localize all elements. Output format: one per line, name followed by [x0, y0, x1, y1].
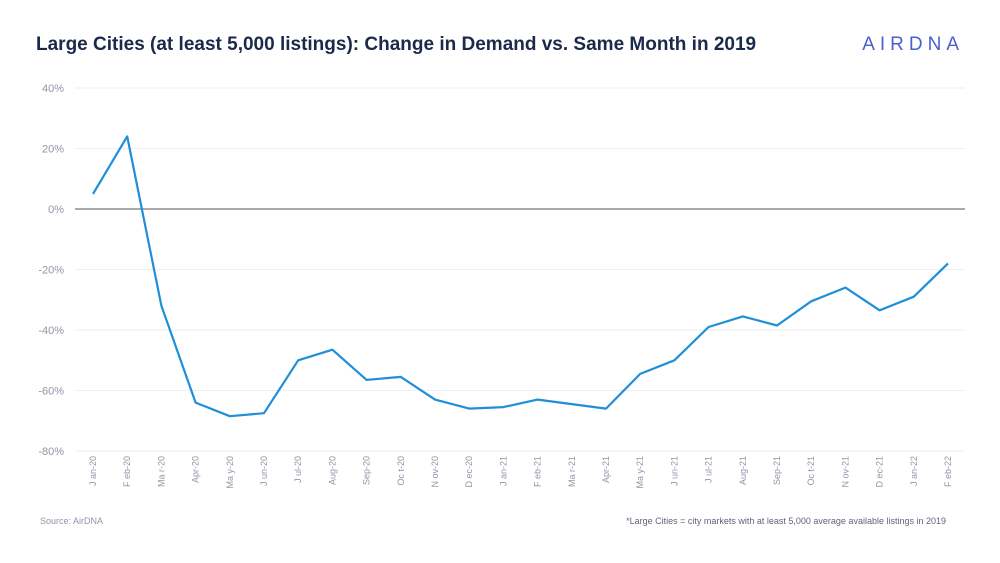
- chart-title: Large Cities (at least 5,000 listings): …: [36, 34, 757, 55]
- source-note: Source: AirDNA: [40, 516, 104, 526]
- x-tick-label: F eb-22: [943, 456, 953, 487]
- y-tick-label: -20%: [38, 265, 64, 277]
- y-tick-label: 20%: [42, 144, 64, 156]
- x-tick-label: D ec-21: [875, 456, 885, 488]
- x-tick-label: J an-21: [498, 456, 508, 486]
- x-tick-label: J ul-21: [704, 456, 714, 483]
- x-tick-label: D ec-20: [464, 456, 474, 488]
- gridlines: [75, 87, 965, 452]
- x-tick-label: Sep-21: [772, 456, 782, 485]
- x-axis-ticks: J an-20 F eb-20 Ma r-20 Apr-20 Ma y-20 J un-2…: [88, 456, 953, 489]
- x-tick-label: Ma y-20: [225, 456, 235, 489]
- series-line: [92, 135, 949, 418]
- y-tick-label: -80%: [38, 446, 64, 458]
- x-tick-label: J un-20: [259, 456, 269, 486]
- footnote: *Large Cities = city markets with at lea…: [626, 516, 946, 526]
- x-tick-label: F eb-21: [533, 456, 543, 487]
- y-axis-ticks: 40% 20% 0% -20% -40% -60% -80%: [38, 83, 64, 458]
- airdna-logo: AIRDNA: [862, 34, 964, 55]
- x-tick-label: J an-20: [88, 456, 98, 486]
- x-tick-label: Sep-20: [362, 456, 372, 485]
- x-tick-label: J an-22: [909, 456, 919, 486]
- x-tick-label: J ul-20: [293, 456, 303, 483]
- series-layer: [92, 135, 949, 418]
- x-tick-label: Ma r-20: [156, 456, 166, 487]
- y-tick-label: -40%: [38, 325, 64, 337]
- x-tick-label: Oc t-20: [396, 456, 406, 486]
- x-tick-label: Ma r-21: [567, 456, 577, 487]
- y-tick-label: -60%: [38, 386, 64, 398]
- x-tick-label: Aug-21: [738, 456, 748, 485]
- x-tick-label: N ov-20: [430, 456, 440, 488]
- y-tick-label: 40%: [42, 83, 64, 95]
- x-tick-label: Aug-20: [327, 456, 337, 485]
- x-tick-label: Ma y-21: [635, 456, 645, 489]
- x-tick-label: Apr-20: [191, 456, 201, 483]
- x-tick-label: F eb-20: [122, 456, 132, 487]
- x-tick-label: N ov-21: [840, 456, 850, 488]
- x-tick-label: J un-21: [669, 456, 679, 486]
- x-tick-label: Oc t-21: [806, 456, 816, 486]
- x-tick-label: Apr-21: [601, 456, 611, 483]
- y-tick-label: 0%: [48, 204, 64, 216]
